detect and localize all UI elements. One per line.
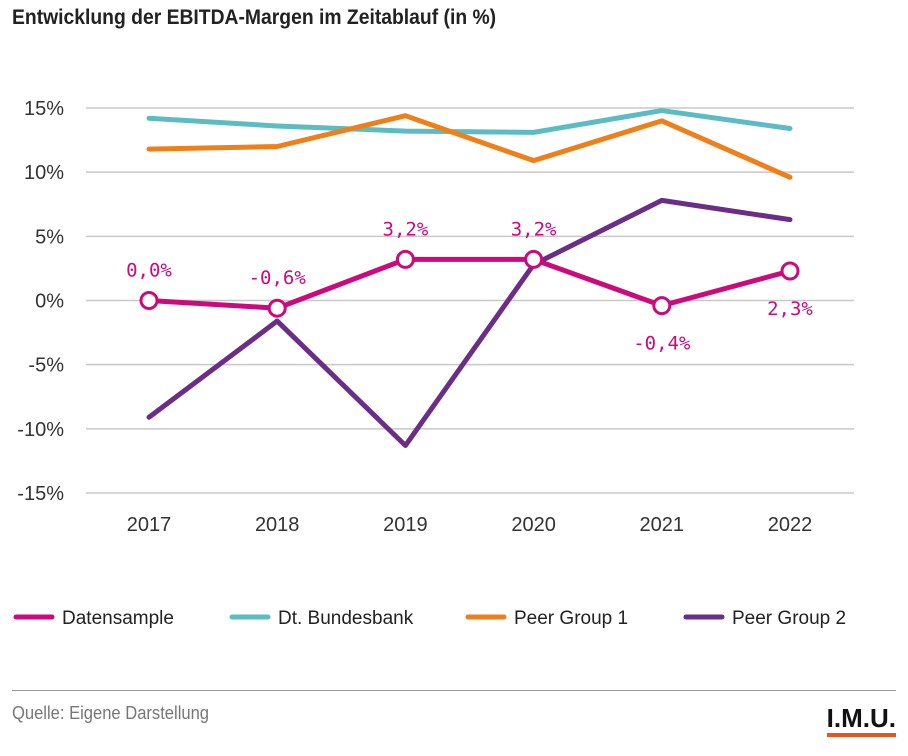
logo-accent-bar <box>826 733 896 737</box>
y-tick-label: 5% <box>35 226 64 248</box>
y-tick-label: -10% <box>17 419 64 441</box>
data-label: -0,4% <box>633 333 691 355</box>
logo-text: I.M.U. <box>826 703 896 733</box>
legend-label: Peer Group 1 <box>514 608 628 629</box>
data-labels: 0,0% -0,6% 3,2% 3,2% -0,4% 2,3% <box>126 218 813 354</box>
data-point-marker <box>524 249 544 269</box>
legend-label: Datensample <box>62 608 174 629</box>
y-tick-label: -15% <box>17 483 64 505</box>
data-point-marker <box>267 298 287 318</box>
x-tick-label: 2021 <box>640 514 685 536</box>
y-tick-label: 10% <box>24 162 64 184</box>
x-tick-label: 2019 <box>383 514 428 536</box>
chart-title: Entwicklung der EBITDA-Margen im Zeitabl… <box>12 6 497 29</box>
x-tick-label: 2020 <box>511 514 556 536</box>
data-point-marker <box>395 249 415 269</box>
y-tick-label: -5% <box>28 355 64 377</box>
y-tick-label: 15% <box>24 98 64 120</box>
legend: Datensample Dt. Bundesbank Peer Group 1 Pee… <box>13 608 846 629</box>
data-label: 0,0% <box>126 260 172 282</box>
footer-divider <box>12 690 896 691</box>
x-axis-ticks: 2017 2018 2019 2020 2021 2022 <box>127 514 813 536</box>
source-note: Quelle: Eigene Darstellung <box>12 703 210 723</box>
data-point-marker <box>139 291 159 310</box>
data-label: 3,2% <box>383 218 429 240</box>
x-tick-label: 2017 <box>127 514 172 536</box>
series-line-datensample <box>146 256 793 311</box>
y-tick-label: 0% <box>35 291 64 313</box>
data-point-marker <box>780 261 800 281</box>
y-axis-ticks: 15% 10% 5% 0% -5% -10% -15% <box>17 98 64 505</box>
grid-lines <box>86 107 854 494</box>
data-label: 3,2% <box>511 218 557 240</box>
line-chart: 15%10%5%0%-5%-10%-15% 2017 2018 2019 2020 20… <box>13 98 854 629</box>
imu-logo: I.M.U. <box>826 703 896 738</box>
data-point-marker <box>652 296 672 316</box>
series-lines <box>146 108 793 449</box>
series-line-peer-group-1 <box>146 113 793 180</box>
series-line-dt-bundesbank <box>146 108 793 135</box>
x-tick-label: 2022 <box>768 514 813 536</box>
data-markers <box>139 249 800 318</box>
x-tick-label: 2018 <box>255 514 300 536</box>
legend-label: Dt. Bundesbank <box>278 608 414 629</box>
legend-label: Peer Group 2 <box>732 608 846 629</box>
data-label: 2,3% <box>767 298 813 320</box>
data-label: -0,6% <box>249 267 307 289</box>
series-line-peer-group-2 <box>146 197 793 449</box>
